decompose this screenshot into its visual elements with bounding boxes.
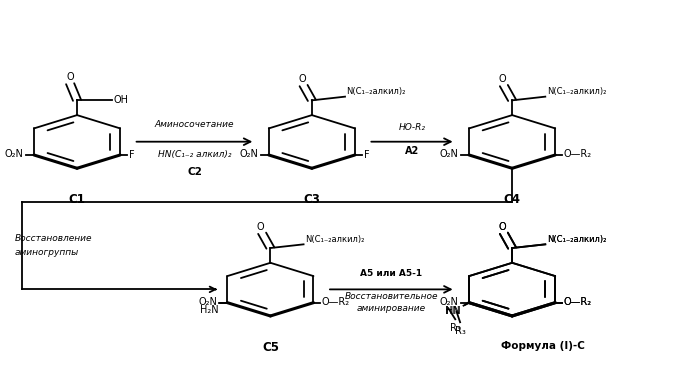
Text: C5: C5 [262,341,279,354]
Text: O₂N: O₂N [239,149,258,159]
Text: N(C₁₋₂алкил)₂: N(C₁₋₂алкил)₂ [547,235,606,244]
Text: F: F [129,150,134,160]
Text: N(C₁₋₂алкил)₂: N(C₁₋₂алкил)₂ [305,235,364,244]
Text: O: O [66,72,74,82]
Text: C4: C4 [503,193,521,206]
Text: O—R₂: O—R₂ [322,297,350,307]
Text: O₂N: O₂N [5,149,24,159]
Text: O: O [498,74,506,84]
Text: C1: C1 [69,193,85,206]
Text: Восстановительное: Восстановительное [344,292,438,301]
Text: аминогруппы: аминогруппы [15,248,79,257]
Text: O₂N: O₂N [440,149,459,159]
Text: A2: A2 [405,146,419,156]
Text: Формула (I)-C: Формула (I)-C [501,341,585,351]
Text: A5 или A5-1: A5 или A5-1 [360,269,422,278]
Text: F: F [364,150,370,160]
Text: C2: C2 [187,167,202,177]
Text: O: O [498,222,506,232]
Text: HN: HN [446,306,461,315]
Text: HO-R₂: HO-R₂ [398,124,426,132]
Text: R₃: R₃ [450,323,461,333]
Text: HN: HN [445,307,460,316]
Text: C3: C3 [303,193,321,206]
Text: N(C₁₋₂алкил)₂: N(C₁₋₂алкил)₂ [346,87,406,96]
Text: HN(C₁₋₂ алкил)₂: HN(C₁₋₂ алкил)₂ [158,150,231,159]
Text: O₂N: O₂N [198,297,217,307]
Text: N(C₁₋₂алкил)₂: N(C₁₋₂алкил)₂ [547,87,606,96]
Text: R₃: R₃ [455,326,466,336]
Text: O: O [257,222,265,232]
Text: H₂N: H₂N [199,305,218,314]
Text: Восстановление: Восстановление [15,234,92,243]
Text: O—R₂: O—R₂ [564,297,592,307]
Text: O: O [298,74,306,84]
Text: O—R₂: O—R₂ [564,149,592,159]
Text: Аминосочетание: Аминосочетание [155,120,234,129]
Text: N(C₁₋₂алкил)₂: N(C₁₋₂алкил)₂ [547,235,606,244]
Text: O—R₂: O—R₂ [564,297,592,307]
Text: аминирование: аминирование [357,304,426,313]
Text: O₂N: O₂N [440,297,459,307]
Text: OH: OH [113,95,129,105]
Text: O: O [498,222,506,232]
